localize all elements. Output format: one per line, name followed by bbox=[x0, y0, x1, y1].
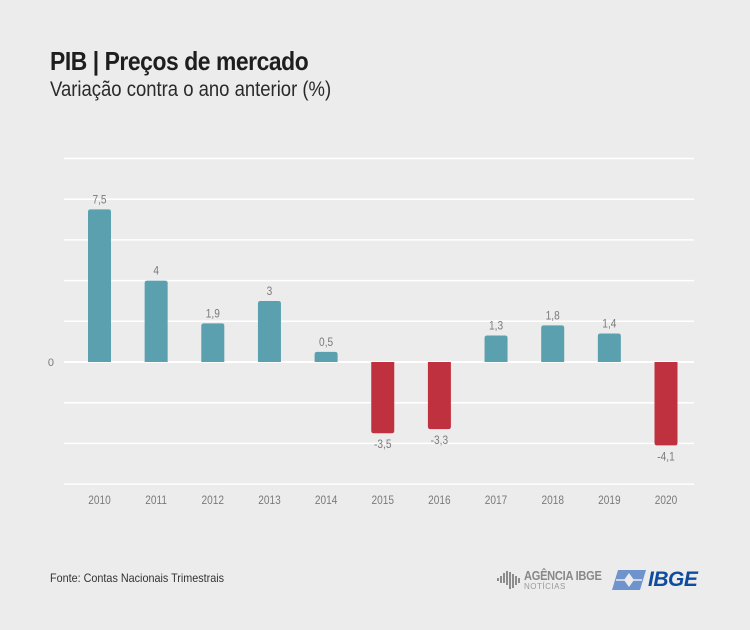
brazil-map-bars-icon bbox=[497, 571, 520, 589]
bar-2012 bbox=[201, 323, 225, 362]
bar-2014 bbox=[314, 351, 338, 362]
x-tick-label: 2017 bbox=[485, 494, 508, 507]
x-tick-label: 2011 bbox=[145, 494, 167, 507]
bar-2013 bbox=[257, 300, 281, 362]
gridlines bbox=[64, 157, 694, 485]
bar-2011 bbox=[144, 280, 168, 362]
agencia-logo-subtitle: NOTÍCIAS bbox=[524, 582, 566, 591]
bar-2020 bbox=[654, 362, 678, 446]
value-label: -3,5 bbox=[374, 439, 391, 452]
x-tick-label: 2018 bbox=[541, 494, 564, 507]
bars bbox=[88, 209, 678, 446]
bar-2016 bbox=[427, 362, 451, 430]
ibge-logo-text: IBGE bbox=[648, 568, 698, 591]
bar-2010 bbox=[88, 209, 111, 362]
x-tick-label: 2015 bbox=[371, 494, 394, 507]
value-label: 4 bbox=[153, 265, 159, 278]
x-tick-label: 2016 bbox=[428, 494, 451, 507]
x-axis-labels: 2010 2011 2012 2013 2014 2015 2016 2017 2018 2019… bbox=[88, 494, 677, 507]
x-tick-label: 2013 bbox=[258, 494, 281, 507]
x-tick-label: 2010 bbox=[88, 494, 111, 507]
value-label: 0,5 bbox=[319, 336, 333, 349]
bar-2017 bbox=[484, 335, 508, 362]
chart-subtitle: Variação contra o ano anterior (%) bbox=[50, 78, 332, 101]
x-tick-label: 2014 bbox=[315, 494, 338, 507]
bar-chart: 0 7,541,930,5-3,5 -3,31,31,81,4-4,1 2010 2… bbox=[48, 157, 694, 507]
value-labels: 7,5 4 1,9 3 0,5 -3,5 -3,3 1,3 1,8 1,4 -4,1 bbox=[92, 194, 674, 464]
x-tick-label: 2012 bbox=[202, 494, 225, 507]
bar-2015 bbox=[371, 362, 395, 434]
bar-2019 bbox=[597, 333, 621, 362]
agencia-ibge-logo: AGÊNCIA IBGE NOTÍCIAS bbox=[497, 566, 615, 594]
value-label: 3 bbox=[267, 285, 273, 298]
value-label: 1,8 bbox=[546, 310, 560, 323]
value-label: 7,5 bbox=[92, 194, 106, 207]
x-tick-label: 2019 bbox=[598, 494, 621, 507]
bar-2018 bbox=[541, 325, 565, 362]
chart-title: PIB | Preços de mercado bbox=[50, 46, 309, 76]
value-label: 1,3 bbox=[489, 320, 503, 333]
ibge-emblem-icon bbox=[612, 570, 646, 590]
x-tick-label: 2020 bbox=[655, 494, 678, 507]
value-label: -4,1 bbox=[657, 451, 674, 464]
value-label: -3,3 bbox=[431, 435, 448, 448]
value-label: 1,9 bbox=[206, 308, 220, 321]
source-note: Fonte: Contas Nacionais Trimestrais bbox=[50, 571, 225, 585]
ibge-logo: IBGE bbox=[612, 568, 698, 592]
y-axis-ticks: 0 bbox=[48, 357, 54, 369]
value-label: 1,4 bbox=[602, 318, 616, 331]
y-tick-label: 0 bbox=[48, 357, 54, 369]
agencia-logo-title: AGÊNCIA IBGE bbox=[524, 568, 602, 583]
